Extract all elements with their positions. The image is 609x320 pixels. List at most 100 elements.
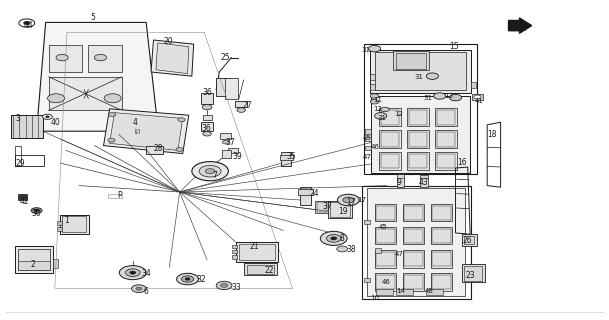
Text: 36: 36: [203, 88, 213, 97]
Circle shape: [202, 105, 212, 110]
Bar: [146, 146, 163, 154]
Text: 42: 42: [19, 197, 29, 206]
Circle shape: [370, 94, 379, 98]
Bar: [375, 227, 396, 244]
Circle shape: [203, 132, 211, 136]
Bar: [396, 289, 413, 295]
Text: 13: 13: [445, 93, 454, 99]
Circle shape: [370, 100, 379, 104]
Bar: [18, 261, 50, 270]
Text: 24: 24: [309, 189, 319, 198]
Circle shape: [119, 266, 146, 280]
Text: 8: 8: [339, 234, 344, 243]
Circle shape: [125, 269, 140, 276]
Circle shape: [343, 197, 354, 203]
Circle shape: [449, 94, 462, 101]
Bar: [432, 229, 451, 243]
Bar: [432, 206, 451, 220]
Text: 39: 39: [233, 152, 242, 161]
Circle shape: [136, 287, 142, 290]
Text: 3: 3: [15, 114, 20, 123]
Circle shape: [337, 246, 348, 252]
Text: 44: 44: [23, 21, 33, 30]
Bar: [15, 146, 21, 166]
Text: 31: 31: [423, 95, 432, 100]
Circle shape: [181, 276, 194, 282]
Text: 23: 23: [465, 271, 475, 280]
Bar: [15, 246, 53, 273]
Circle shape: [46, 116, 49, 118]
Text: 27: 27: [242, 101, 252, 110]
Bar: [365, 137, 371, 141]
Text: 19: 19: [339, 207, 348, 216]
Bar: [431, 204, 452, 221]
Text: 29: 29: [15, 159, 25, 168]
Bar: [317, 202, 327, 212]
Text: 1: 1: [64, 216, 69, 225]
Circle shape: [185, 278, 190, 280]
Bar: [62, 216, 86, 232]
Text: 16: 16: [457, 158, 466, 167]
Circle shape: [205, 169, 215, 174]
Circle shape: [177, 273, 199, 285]
Bar: [381, 132, 399, 147]
Bar: [464, 266, 482, 281]
Bar: [18, 194, 27, 200]
Text: 40: 40: [51, 118, 60, 127]
Bar: [376, 289, 393, 295]
Bar: [375, 52, 466, 90]
Text: 14: 14: [396, 288, 406, 294]
Bar: [365, 129, 371, 134]
Bar: [53, 259, 58, 268]
Polygon shape: [110, 113, 183, 150]
Bar: [376, 252, 395, 266]
Text: 36: 36: [201, 124, 211, 133]
Bar: [432, 275, 451, 289]
Bar: [364, 44, 477, 174]
Text: FR.: FR.: [515, 24, 528, 33]
Text: 31: 31: [362, 47, 371, 52]
Bar: [379, 108, 401, 126]
Bar: [431, 227, 452, 244]
Bar: [376, 229, 395, 243]
Text: 17: 17: [357, 197, 367, 203]
Bar: [49, 77, 122, 110]
Text: 4: 4: [133, 118, 138, 127]
Circle shape: [176, 148, 183, 151]
Bar: [300, 187, 311, 205]
Bar: [379, 130, 401, 148]
Polygon shape: [156, 43, 189, 74]
Text: 2: 2: [30, 260, 35, 269]
Text: 32: 32: [196, 276, 206, 284]
Bar: [370, 74, 375, 80]
Bar: [367, 188, 465, 296]
FancyArrow shape: [509, 18, 532, 33]
Bar: [431, 250, 452, 268]
Bar: [365, 146, 371, 150]
Circle shape: [132, 285, 146, 292]
Bar: [376, 206, 395, 220]
Bar: [244, 263, 277, 275]
Circle shape: [31, 208, 42, 213]
Circle shape: [434, 93, 446, 99]
Circle shape: [326, 235, 341, 242]
Text: 9: 9: [396, 178, 401, 187]
Bar: [407, 130, 429, 148]
Bar: [404, 229, 423, 243]
Text: 6: 6: [143, 287, 148, 296]
Text: 11: 11: [373, 97, 382, 103]
Bar: [462, 234, 477, 246]
Circle shape: [199, 165, 221, 177]
Text: 17: 17: [346, 198, 356, 207]
Bar: [15, 155, 44, 166]
Bar: [409, 154, 427, 168]
Bar: [403, 273, 424, 291]
Bar: [280, 155, 293, 160]
Bar: [330, 202, 350, 217]
Text: 12: 12: [395, 111, 404, 116]
Bar: [364, 278, 370, 282]
Polygon shape: [104, 109, 189, 154]
Circle shape: [48, 94, 65, 103]
Bar: [220, 133, 231, 139]
Bar: [225, 78, 238, 99]
